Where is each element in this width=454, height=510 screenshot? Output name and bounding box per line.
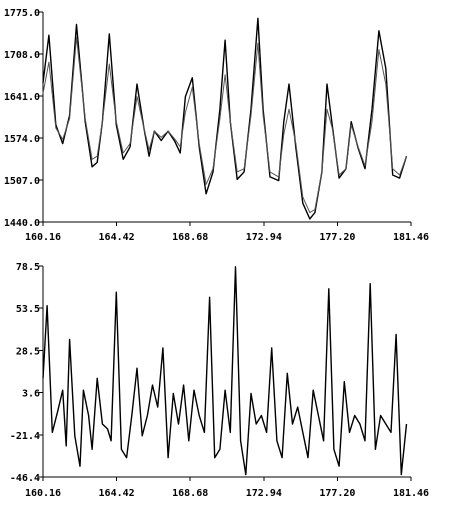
y-tick-label: 1440.0 xyxy=(4,218,40,229)
y-tick-label: 1775.0 xyxy=(4,8,40,19)
bottom-plot: 78.5 53.5 28.5 3.6 -21.4 -46.4 160.16 164.42 168… xyxy=(10,262,429,499)
y-tick-label: 28.5 xyxy=(16,346,40,357)
top-plot: 1775.0 1708.0 1641.0 1574.0 1507.0 1440.0 160.… xyxy=(4,8,429,243)
x-tick-label: 168.68 xyxy=(172,488,208,499)
series-line-2 xyxy=(42,36,407,214)
x-tick-label: 168.68 xyxy=(172,232,208,243)
y-tick-label: 53.5 xyxy=(16,304,40,315)
x-tick-label: 172.94 xyxy=(246,488,282,499)
y-tick-label: 1507.0 xyxy=(4,176,40,187)
x-tick-label: 160.16 xyxy=(25,232,61,243)
y-tick-label: 1641.0 xyxy=(4,92,40,103)
y-tick-label: 1574.0 xyxy=(4,134,40,145)
x-tick-label: 177.20 xyxy=(319,232,355,243)
y-tick-label: -21.4 xyxy=(10,431,40,442)
x-tick-label: 172.94 xyxy=(246,232,282,243)
x-tick-label: 181.46 xyxy=(393,232,429,243)
y-tick-label: 1708.0 xyxy=(4,50,40,61)
x-tick-label: 164.42 xyxy=(99,488,135,499)
y-tick-label: 3.6 xyxy=(22,389,40,400)
x-tick-label: 164.42 xyxy=(99,232,135,243)
series-line-1 xyxy=(42,17,408,220)
x-tick-label: 160.16 xyxy=(25,488,61,499)
x-tick-label: 181.46 xyxy=(393,488,429,499)
x-tick-label: 177.20 xyxy=(319,488,355,499)
y-tick-label: -46.4 xyxy=(10,473,40,484)
series-line-1 xyxy=(42,266,408,476)
y-tick-label: 78.5 xyxy=(16,262,40,273)
